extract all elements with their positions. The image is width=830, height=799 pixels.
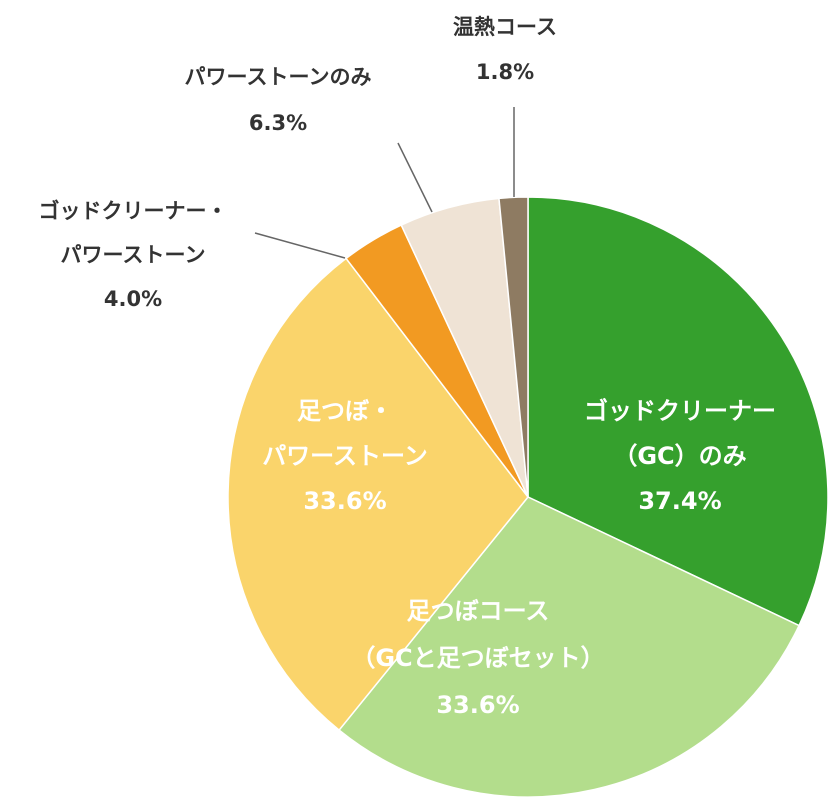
pie-slice [527,196,829,627]
slice-label: 足つぼコース [407,597,550,625]
pie-slice [227,257,529,732]
value-label: 4.0% [104,287,162,311]
value-label: 1.8% [476,60,534,84]
slice-label: ゴッドクリーナー [584,397,776,425]
value-label: 6.3% [249,111,307,135]
leader-line [397,142,433,213]
slice-label: パワーストーンのみ [185,65,372,89]
slice-label: ゴッドクリーナー・ [39,199,228,223]
slice-label: （GCと足つぼセット） [351,644,604,672]
slice-label: 足つぼ・ [297,397,393,425]
leader-line [254,232,346,259]
slice-label: パワーストーン [262,442,428,470]
slice-label: 温熱コース [453,15,557,39]
value-label: 37.4% [638,487,721,515]
slice-label: （GC）のみ [613,442,746,470]
slice-label: パワーストーン [61,243,206,267]
pie-slice [338,496,801,798]
pie-slice [498,196,529,498]
value-label: 33.6% [436,691,519,719]
value-label: 33.6% [303,487,386,515]
